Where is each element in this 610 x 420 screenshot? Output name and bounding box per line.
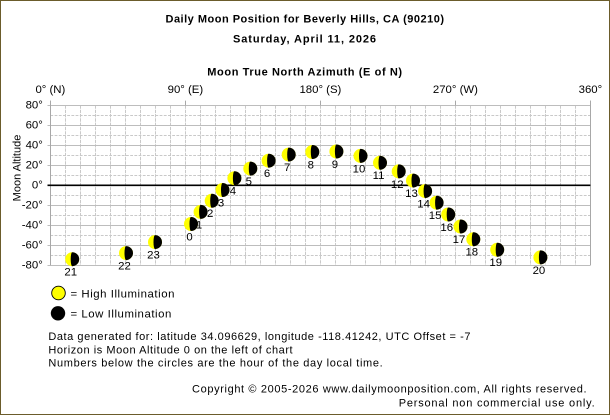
svg-text:3: 3	[218, 197, 224, 209]
svg-text:2: 2	[207, 208, 213, 220]
svg-text:14: 14	[417, 199, 430, 211]
svg-text:Numbers below the circles are: Numbers below the circles are the hour o…	[48, 358, 383, 370]
svg-text:Data generated for: latitude 3: Data generated for: latitude 34.096629, …	[48, 331, 471, 343]
svg-text:1: 1	[196, 219, 202, 231]
svg-text:6: 6	[264, 168, 270, 180]
svg-text:23: 23	[147, 250, 160, 262]
svg-text:18: 18	[465, 247, 478, 259]
svg-text:Personal non commercial use on: Personal non commercial use only.	[399, 398, 596, 410]
svg-text:-60°: -60°	[22, 239, 43, 251]
svg-text:40°: 40°	[26, 140, 43, 152]
svg-text:8: 8	[308, 159, 314, 171]
svg-text:Moon True North Azimuth (E of: Moon True North Azimuth (E of N)	[207, 67, 402, 79]
svg-text:13: 13	[405, 188, 418, 200]
svg-text:Moon Altitude: Moon Altitude	[11, 135, 23, 202]
svg-text:17: 17	[453, 234, 466, 246]
svg-text:-40°: -40°	[22, 219, 43, 231]
svg-text:7: 7	[284, 162, 290, 174]
svg-text:Horizon is Moon Altitude 0 on: Horizon is Moon Altitude 0 on the left o…	[48, 345, 293, 357]
svg-text:80°: 80°	[26, 100, 43, 112]
svg-text:21: 21	[64, 267, 77, 279]
svg-text:60°: 60°	[26, 120, 43, 132]
svg-text:10: 10	[353, 163, 366, 175]
svg-text:270° (W): 270° (W)	[433, 84, 478, 96]
svg-text:0° (N): 0° (N)	[35, 84, 65, 96]
svg-text:19: 19	[489, 257, 502, 269]
svg-text:9: 9	[332, 159, 338, 171]
svg-text:-20°: -20°	[22, 199, 43, 211]
svg-text:-80°: -80°	[22, 259, 43, 271]
svg-text:Copyright © 2005-2026 www.dail: Copyright © 2005-2026 www.dailymoonposit…	[192, 384, 587, 396]
svg-text:11: 11	[373, 170, 385, 182]
svg-text:5: 5	[246, 176, 252, 188]
svg-text:= Low Illumination: = Low Illumination	[71, 309, 172, 321]
svg-text:15: 15	[429, 210, 442, 222]
svg-text:16: 16	[440, 222, 453, 234]
svg-text:0: 0	[186, 231, 192, 243]
svg-text:= High Illumination: = High Illumination	[71, 288, 175, 300]
svg-text:20: 20	[533, 265, 546, 277]
svg-text:90° (E): 90° (E)	[168, 84, 204, 96]
svg-text:20°: 20°	[26, 159, 43, 171]
svg-text:12: 12	[391, 179, 404, 191]
svg-text:0°: 0°	[32, 179, 43, 191]
svg-text:180° (S): 180° (S)	[299, 84, 341, 96]
svg-text:Daily Moon Position for Beverl: Daily Moon Position for Beverly Hills, C…	[166, 14, 445, 26]
svg-text:22: 22	[118, 261, 131, 273]
svg-text:4: 4	[230, 186, 236, 198]
svg-text:Saturday, April 11, 2026: Saturday, April 11, 2026	[233, 33, 377, 45]
svg-text:360°: 360°	[579, 84, 603, 96]
